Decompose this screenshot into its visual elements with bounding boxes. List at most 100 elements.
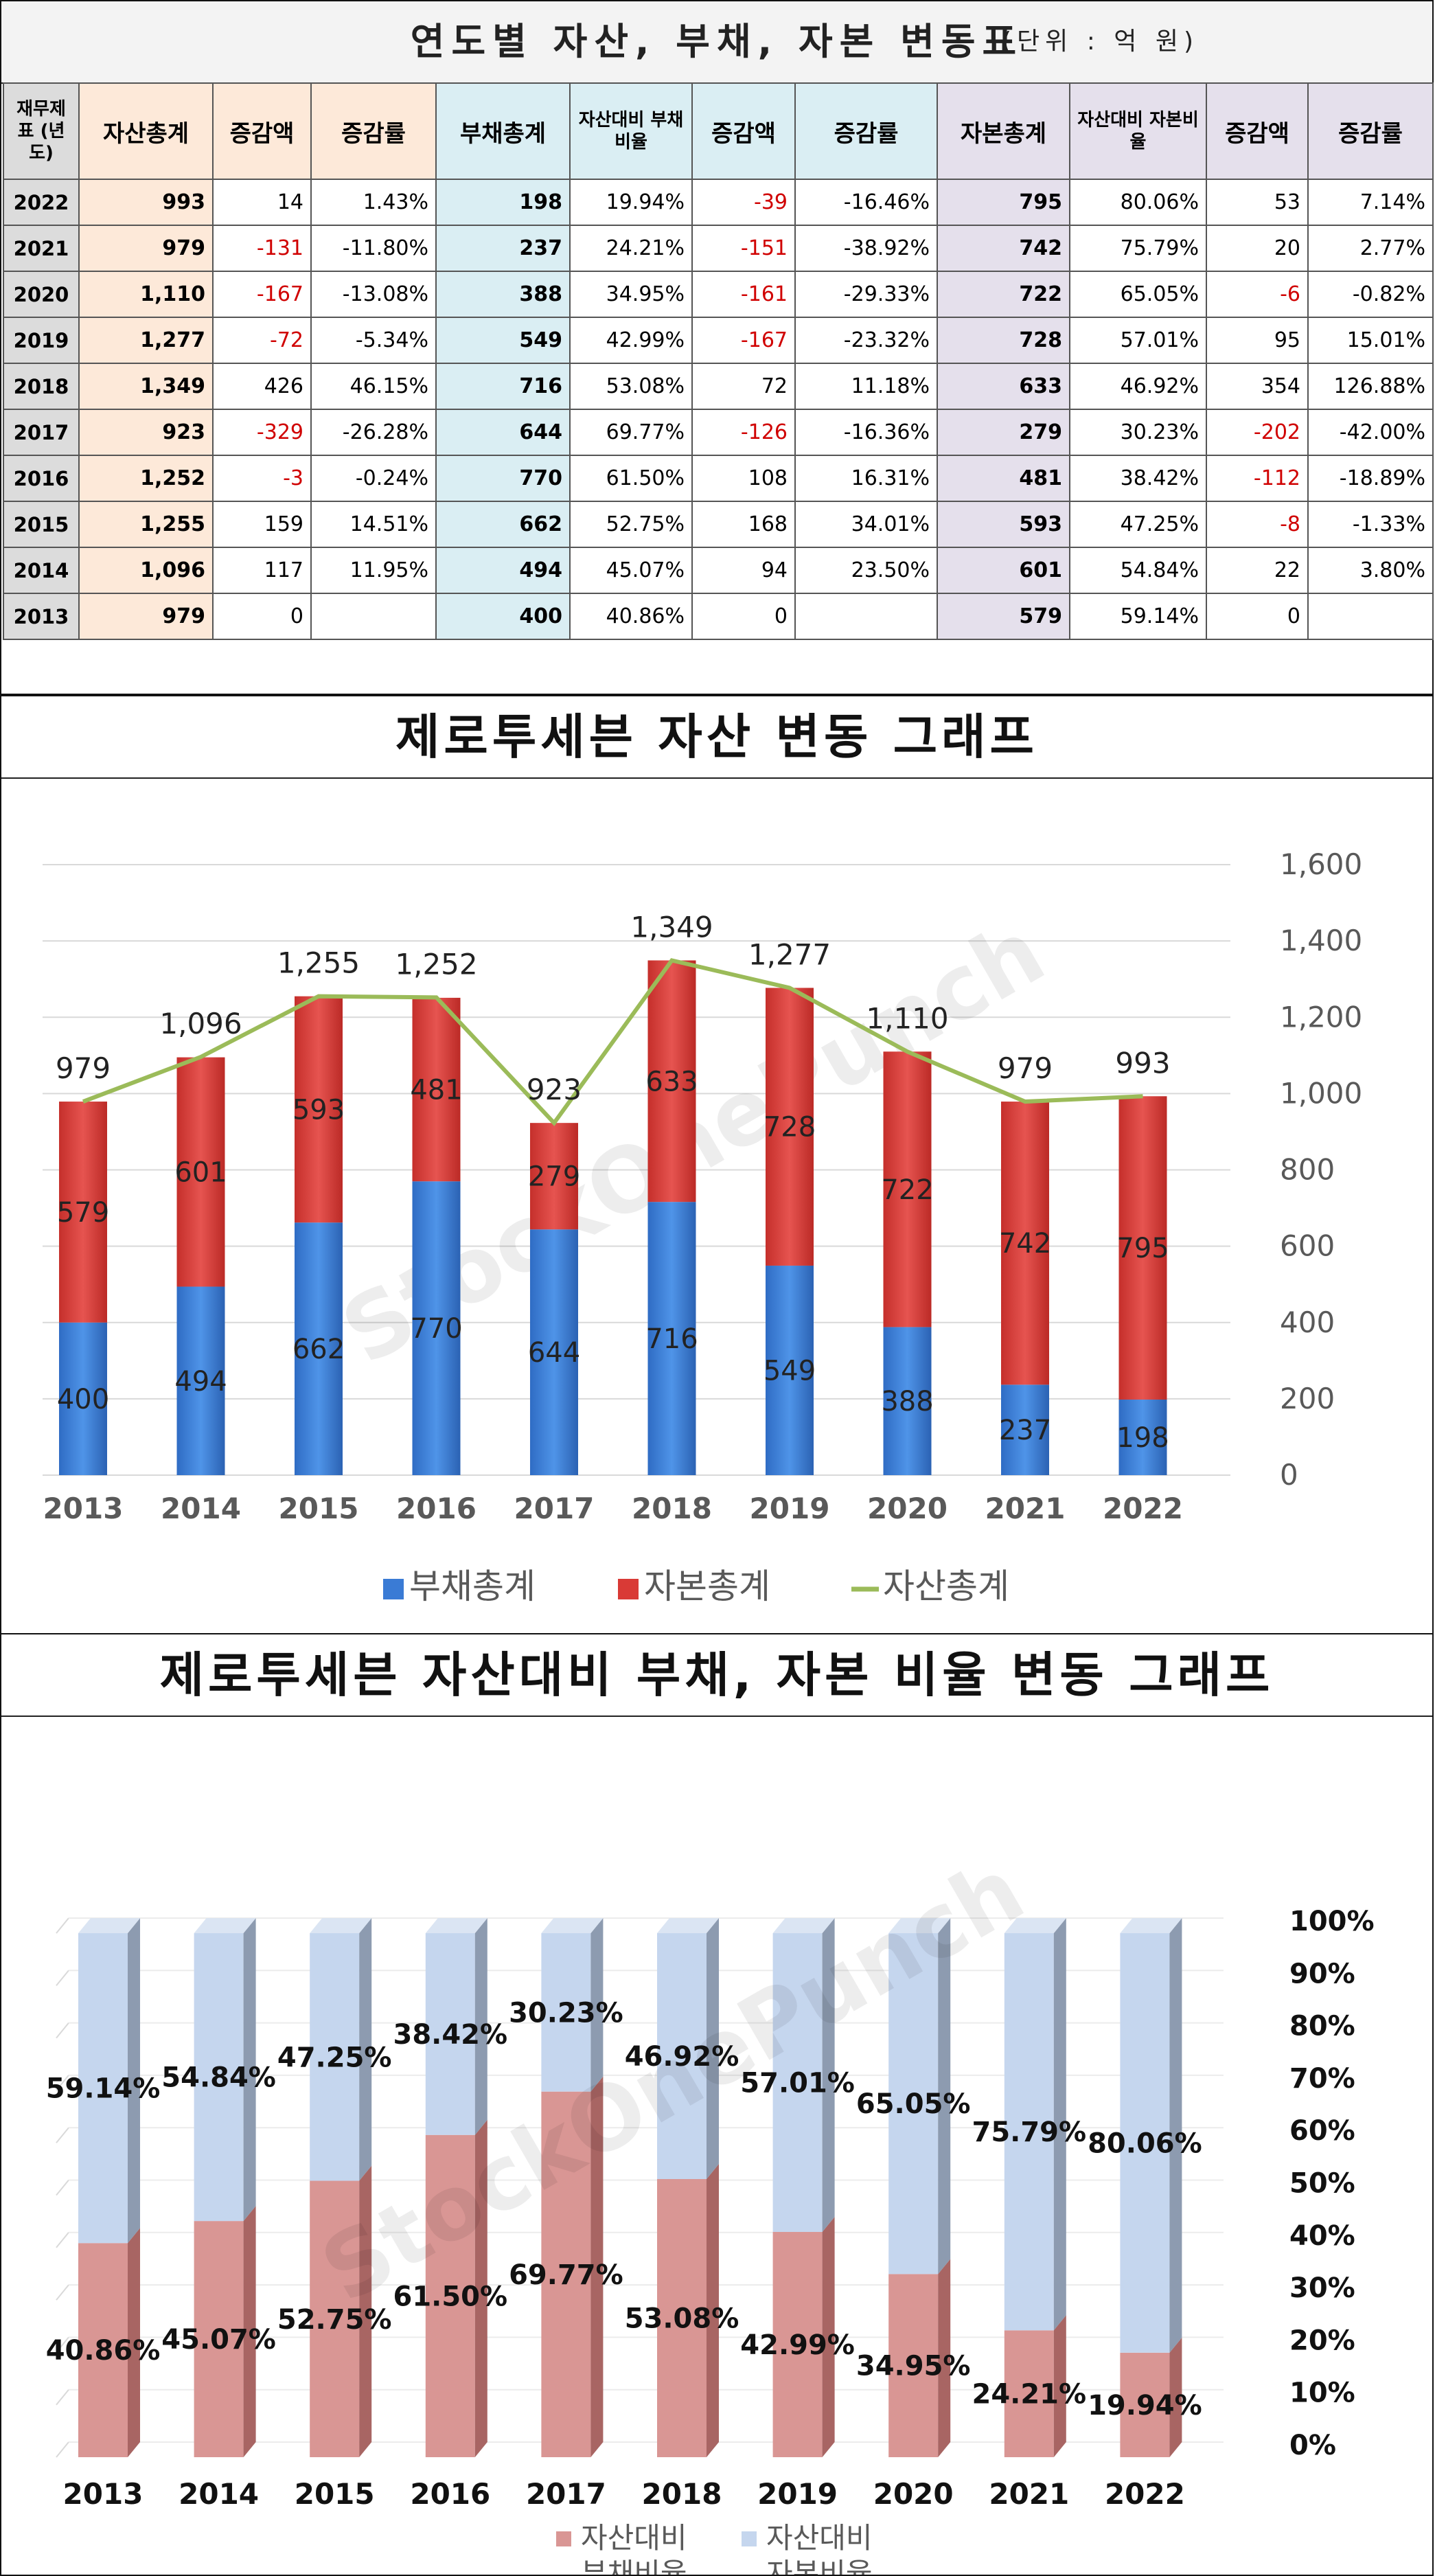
table-cell: -18.89% [1307, 455, 1434, 502]
debt-ratio-bar-side [359, 2165, 372, 2457]
legend-swatch-equity [618, 1579, 639, 1599]
equity-ratio-label: 80.06% [1088, 2128, 1202, 2159]
debt-ratio-bar [194, 2221, 244, 2457]
table-cell [1307, 593, 1434, 640]
equity-ratio-bar-top [78, 1918, 140, 1933]
equity-ratio-bar [888, 1933, 939, 2275]
table-cell: 3.80% [1307, 547, 1434, 594]
table-cell: 30.23% [1069, 409, 1207, 456]
table-cell: 159 [212, 501, 312, 548]
table-cell: 108 [691, 455, 796, 502]
table-cell: 22 [1206, 547, 1309, 594]
table-cell: -5.34% [310, 317, 437, 364]
equity-ratio-bar-side [938, 1918, 951, 2275]
debt-bar [647, 1202, 696, 1475]
y-tick-label: 100% [1289, 1906, 1375, 1937]
x-tick-label: 2021 [989, 2477, 1069, 2511]
y-tick-label: 1,200 [1280, 1000, 1362, 1034]
table-cell: 593 [937, 501, 1070, 548]
x-tick-label: 2018 [642, 2477, 722, 2511]
table-cell: 1.43% [310, 179, 437, 226]
table-row: 2020 1,110 -167 -13.08% 388 34.95% -161 -29.33%… [3, 271, 1434, 318]
gridline-diagonal [56, 1970, 69, 1986]
table-row: 2022 993 14 1.43% 198 19.94% -39 -16.46% 795 80.0… [3, 179, 1434, 226]
debt-value-label: 198 [1116, 1422, 1169, 1454]
table-cell: 19.94% [569, 179, 693, 226]
table-cell: -38.92% [794, 225, 938, 272]
table-cell: 426 [212, 363, 312, 410]
table-cell: 57.01% [1069, 317, 1207, 364]
header-cell: 증감률 [310, 82, 437, 180]
header-cell: 부채총계 [435, 82, 571, 180]
table-cell: 770 [435, 455, 571, 502]
equity-bar [1118, 1096, 1167, 1400]
x-tick-label: 2017 [526, 2477, 606, 2511]
equity-bar [59, 1102, 107, 1323]
table-cell: 354 [1206, 363, 1309, 410]
equity-ratio-label: 54.84% [161, 2062, 276, 2094]
equity-ratio-bar-side [1053, 1918, 1066, 2331]
y-tick-label: 90% [1289, 1958, 1355, 1990]
x-tick-label: 2013 [63, 2477, 144, 2511]
equity-ratio-bar-side [359, 1918, 372, 2181]
y-tick-label: 400 [1280, 1306, 1335, 1339]
table-cell: 993 [78, 179, 214, 226]
table-body: 2022 993 14 1.43% 198 19.94% -39 -16.46% 795 80.0… [3, 179, 1434, 640]
equity-value-label: 601 [174, 1157, 227, 1189]
year-cell: 2020 [3, 271, 80, 318]
equity-ratio-bar-top [772, 1918, 835, 1933]
x-tick-label: 2014 [161, 1492, 241, 1525]
financial-table-panel: 연도별 자산, 부채, 자본 변동표 (단위 : 억 원) 재무제표 (년도) … [0, 0, 1434, 695]
table-cell: 20 [1206, 225, 1309, 272]
table-cell: 94 [691, 547, 796, 594]
table-cell: -3 [212, 455, 312, 502]
table-cell: 53 [1206, 179, 1309, 226]
debt-value-label: 400 [57, 1384, 109, 1415]
y-tick-label: 20% [1289, 2325, 1355, 2356]
equity-ratio-bar-top [657, 1918, 719, 1933]
header-cell: 증감액 [691, 82, 796, 180]
chart2-axis: 0% 10% 20% 30% 40% 50% 60% 70% 80% 90% 100% 2013 201… [63, 1906, 1375, 2511]
debt-bar [766, 1265, 814, 1475]
y-tick-label: 1,000 [1280, 1076, 1362, 1110]
gridline-diagonal [56, 2336, 69, 2353]
table-cell: -126 [691, 409, 796, 456]
chart2-labels: 40.86% 59.14% 45.07% 54.84% 52.75% 47.25% 61.5… [46, 1997, 1202, 2421]
table-cell: -16.46% [794, 179, 938, 226]
table-cell: 15.01% [1307, 317, 1434, 364]
equity-ratio-label: 57.01% [740, 2067, 855, 2099]
table-cell: 14 [212, 179, 312, 226]
debt-value-label: 388 [881, 1386, 933, 1417]
year-cell: 2013 [3, 593, 80, 640]
y-tick-label: 600 [1280, 1229, 1335, 1263]
debt-ratio-bar [772, 2231, 823, 2457]
table-cell: 42.99% [569, 317, 693, 364]
gridline-diagonal [56, 2284, 69, 2301]
asset-total-label: 1,349 [630, 910, 713, 944]
equity-ratio-label: 59.14% [46, 2073, 161, 2105]
y-tick-label: 40% [1289, 2220, 1355, 2252]
table-cell: -13.08% [310, 271, 437, 318]
table-cell: 16.31% [794, 455, 938, 502]
x-tick-label: 2016 [396, 1492, 477, 1525]
equity-value-label: 481 [410, 1075, 462, 1106]
debt-ratio-label: 53.08% [625, 2303, 739, 2334]
table-header-row: 재무제표 (년도) 자산총계 증감액 증감률 부채총계 자산대비 부채비율 증감… [3, 82, 1434, 180]
equity-ratio-label: 46.92% [625, 2041, 739, 2073]
equity-ratio-label: 38.42% [393, 2019, 507, 2051]
debt-ratio-label: 42.99% [740, 2329, 855, 2361]
table-cell: 24.21% [569, 225, 693, 272]
equity-ratio-bar-top [1004, 1918, 1066, 1933]
debt-ratio-bar [310, 2180, 360, 2457]
equity-bar [1001, 1102, 1049, 1385]
x-tick-label: 2022 [1103, 1492, 1183, 1525]
table-cell: 923 [78, 409, 214, 456]
header-cell: 자본총계 [937, 82, 1070, 180]
debt-bar [1001, 1384, 1049, 1475]
asset-total-line [82, 958, 1143, 1126]
table-row: 2021 979 -131 -11.80% 237 24.21% -151 -38.92% 74… [3, 225, 1434, 272]
equity-ratio-bar-side [590, 1918, 604, 2092]
debt-ratio-bar-side [243, 2206, 256, 2457]
debt-bar [176, 1286, 225, 1475]
